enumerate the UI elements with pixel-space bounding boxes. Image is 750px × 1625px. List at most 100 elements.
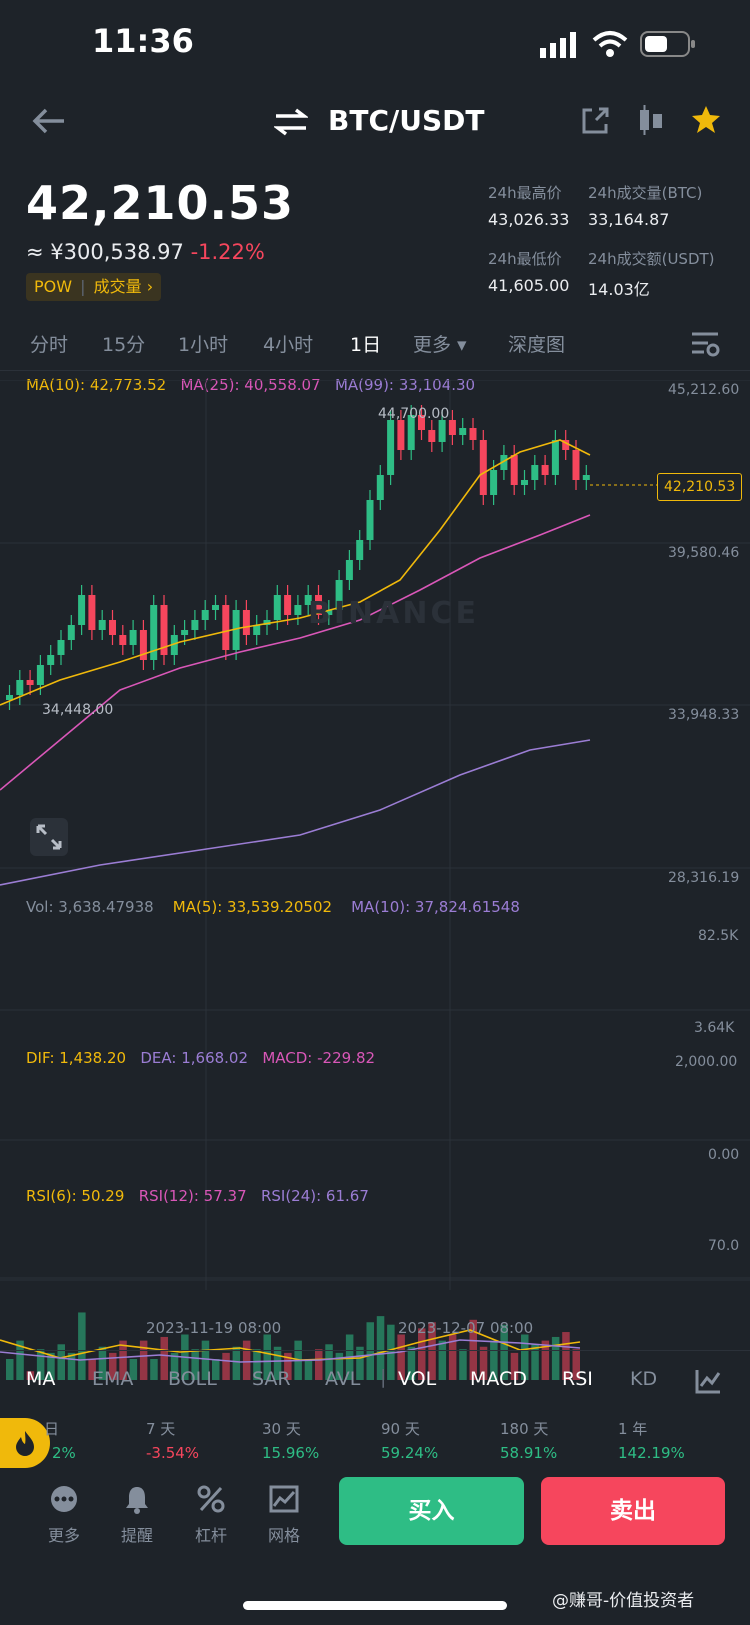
volume-bar (490, 1340, 498, 1380)
candle-body (222, 605, 230, 650)
tab-1h[interactable]: 1小时 (178, 334, 229, 356)
candle-body (78, 595, 86, 625)
vol-legend: Vol: 3,638.47938 MA(5): 33,539.20502 MA(… (26, 898, 520, 916)
volume-bar (109, 1352, 117, 1380)
tab-more[interactable]: 更多 ▾ (413, 334, 467, 356)
tab-depth[interactable]: 深度图 (508, 334, 566, 356)
float-action-button[interactable] (0, 1418, 50, 1468)
ind-tab-ema[interactable]: EMA (92, 1368, 134, 1390)
fullscreen-button[interactable] (30, 818, 68, 856)
candle-body (562, 440, 570, 450)
favorite-star-icon[interactable] (691, 104, 721, 134)
chart-settings-icon[interactable] (690, 330, 720, 358)
ind-tab-kd[interactable]: KD (630, 1368, 658, 1390)
vol-axis-label: 82.5K (698, 928, 739, 944)
candle-body (6, 695, 13, 700)
stat-label: 24h成交额(USDT) (588, 250, 715, 268)
candle-body (119, 635, 127, 645)
volume-bar (335, 1352, 344, 1380)
volume-bar (315, 1349, 323, 1380)
volume-bar (469, 1319, 477, 1380)
macd-legend: DIF: 1,438.20 DEA: 1,668.02 MACD: -229.8… (26, 1049, 375, 1067)
stats-grid: 24h最高价 43,026.33 24h成交量(BTC) 33,164.87 2… (488, 182, 728, 299)
perf-period: 1 年 (618, 1420, 648, 1438)
volume-bar (78, 1312, 86, 1380)
candle-body (551, 440, 559, 475)
ind-tab-rsi[interactable]: RSI (562, 1368, 593, 1390)
candle-body (170, 635, 178, 655)
ma99-line (0, 739, 591, 886)
volume-bar (6, 1359, 14, 1380)
nav-label: 提醒 (120, 1526, 153, 1545)
nav-more[interactable]: 更多 (34, 1484, 94, 1545)
volume-bar (284, 1352, 292, 1380)
candle-body (139, 630, 147, 660)
buy-button[interactable]: 买入 (339, 1477, 524, 1545)
grid-chart-icon (269, 1485, 299, 1513)
cny-price: ≈ ¥300,538.97 (26, 240, 184, 264)
candle-body (16, 680, 24, 695)
volume-bar (521, 1334, 529, 1380)
volume-bar (418, 1328, 426, 1380)
nav-grid[interactable]: 网格 (254, 1484, 314, 1545)
pair-title[interactable]: BTC/USDT (328, 104, 485, 137)
stat-label: 24h成交量(BTC) (588, 184, 703, 202)
low-annotation: 34,448.00 (42, 702, 114, 718)
volume-bar (222, 1352, 230, 1380)
volume-bar (500, 1324, 508, 1380)
battery-icon (640, 31, 695, 57)
stat-value: 14.03亿 (588, 280, 650, 299)
candle-body (284, 595, 292, 615)
nav-alert[interactable]: 提醒 (107, 1484, 167, 1545)
candle-body (232, 610, 240, 650)
stat-label: 24h最高价 (488, 184, 562, 202)
sell-button[interactable]: 卖出 (541, 1477, 725, 1545)
tab-4h[interactable]: 4小时 (263, 334, 314, 356)
divider (0, 1350, 750, 1351)
volume-bar (407, 1346, 416, 1380)
candle-body (191, 620, 199, 630)
volume-bar (16, 1340, 24, 1380)
tag-pill[interactable]: POW | 成交量 › (26, 273, 162, 301)
ind-tab-boll[interactable]: BOLL (168, 1368, 217, 1390)
volume-bar (191, 1349, 199, 1380)
volume-bar (47, 1352, 55, 1380)
candle-body (345, 560, 353, 580)
candle-body (541, 465, 549, 475)
volume-bar (428, 1322, 436, 1380)
volume-bar (531, 1344, 539, 1380)
candle-mode-icon[interactable] (636, 104, 666, 136)
perf-value: 58.91% (500, 1444, 558, 1462)
perf-period: 30 天 (262, 1420, 301, 1438)
volume-bar (325, 1344, 333, 1380)
swap-icon[interactable] (274, 108, 308, 136)
macd-dea: DEA: 1,668.02 (140, 1049, 249, 1067)
macd-value: MACD: -229.82 (262, 1049, 376, 1067)
candle-body (510, 455, 518, 485)
volume-bar (119, 1340, 127, 1380)
ind-tab-vol[interactable]: VOL (398, 1368, 437, 1390)
indicator-settings-icon[interactable] (694, 1368, 722, 1394)
rsi-axis-label: 70.0 (708, 1238, 740, 1254)
ma10-line (0, 439, 591, 706)
candle-body (428, 430, 436, 442)
ind-tab-sar[interactable]: SAR (252, 1368, 291, 1390)
nav-margin[interactable]: 杠杆 (181, 1484, 241, 1545)
volume-bar (397, 1334, 405, 1380)
tab-fenshi[interactable]: 分时 (30, 334, 69, 356)
candle-body (531, 465, 539, 480)
ind-tab-ma[interactable]: MA (26, 1368, 56, 1390)
back-arrow-icon[interactable] (30, 106, 66, 136)
candle-body (469, 428, 477, 440)
volume-bar (26, 1371, 35, 1380)
perf-value: 2% (52, 1444, 76, 1462)
kline-chart[interactable] (0, 380, 750, 1380)
candle-body (263, 620, 271, 625)
status-time: 11:36 (92, 22, 194, 60)
ind-tab-avl[interactable]: AVL (325, 1368, 361, 1390)
volume-bar (304, 1359, 313, 1380)
ind-tab-macd[interactable]: MACD (470, 1368, 527, 1390)
share-icon[interactable] (580, 106, 610, 136)
tab-15m[interactable]: 15分 (102, 334, 146, 356)
tab-1d[interactable]: 1日 (350, 334, 382, 356)
